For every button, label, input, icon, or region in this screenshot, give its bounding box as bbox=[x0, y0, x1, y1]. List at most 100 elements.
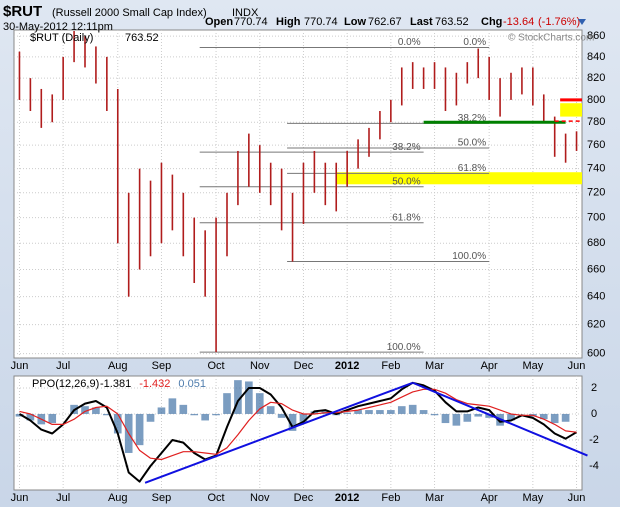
x-tick-label: 2012 bbox=[335, 360, 359, 372]
histogram-bar bbox=[266, 406, 275, 414]
histogram-bar bbox=[255, 393, 264, 414]
histogram-bar bbox=[539, 413, 548, 420]
histogram-bar bbox=[26, 413, 35, 421]
histogram-bar bbox=[157, 407, 166, 414]
x-tick-label: Mar bbox=[425, 360, 444, 372]
ppo-panel bbox=[13, 375, 583, 491]
trendline bbox=[144, 381, 414, 484]
y-tick-label: 800 bbox=[587, 94, 605, 106]
histogram-bar bbox=[245, 381, 253, 414]
fib-label: 61.8% bbox=[392, 212, 420, 223]
x-tick-label: Oct bbox=[208, 360, 225, 372]
histogram-bar bbox=[113, 413, 122, 434]
histogram-bar bbox=[397, 406, 406, 414]
histogram-bar bbox=[277, 413, 286, 418]
histogram-bar bbox=[190, 413, 199, 416]
histogram-bar bbox=[168, 398, 177, 414]
histogram-bar bbox=[92, 407, 100, 414]
histogram-bar bbox=[376, 410, 384, 414]
exchange: INDX bbox=[232, 7, 259, 19]
price-panel bbox=[13, 29, 583, 359]
histogram-bar bbox=[343, 412, 351, 414]
x-tick-label: Aug bbox=[108, 492, 128, 504]
histogram-bar bbox=[408, 404, 417, 414]
index-name: (Russell 2000 Small Cap Index) bbox=[52, 7, 207, 19]
fib-label: 0.0% bbox=[463, 37, 486, 48]
dropdown-arrow[interactable] bbox=[578, 19, 586, 25]
trendline bbox=[412, 381, 588, 457]
quote-label: Low bbox=[344, 16, 366, 28]
y-tick-label: 2 bbox=[591, 382, 597, 394]
y-tick-label: 660 bbox=[587, 263, 605, 275]
legend-entry: -1.381 bbox=[100, 378, 131, 390]
x-tick-label: Jul bbox=[56, 360, 70, 372]
y-tick-label: 620 bbox=[587, 319, 605, 331]
histogram-bar bbox=[365, 410, 373, 414]
histogram-bar bbox=[463, 413, 472, 422]
histogram-bar bbox=[103, 413, 111, 416]
quote-label: Open bbox=[205, 16, 233, 28]
histogram-bar bbox=[299, 413, 308, 422]
fib-label: 100.0% bbox=[387, 342, 421, 353]
change-pct: (-1.76%) bbox=[538, 16, 580, 28]
x-tick-label: Apr bbox=[481, 360, 498, 372]
quote-value: 763.52 bbox=[435, 16, 469, 28]
histogram-bar bbox=[223, 393, 231, 414]
fib-label: 50.0% bbox=[458, 138, 486, 149]
histogram-bar bbox=[419, 410, 428, 414]
x-tick-label: 2012 bbox=[335, 492, 359, 504]
x-tick-label: Oct bbox=[208, 492, 225, 504]
x-tick-label: Dec bbox=[294, 360, 314, 372]
y-tick-label: 680 bbox=[587, 237, 605, 249]
x-tick-label: Jul bbox=[56, 492, 70, 504]
histogram-bar bbox=[507, 413, 515, 421]
histogram-bar bbox=[387, 410, 395, 414]
histogram-bar bbox=[234, 380, 242, 414]
histogram-bar bbox=[135, 413, 144, 446]
histogram-bar bbox=[452, 413, 461, 426]
quote-value: 770.74 bbox=[304, 16, 338, 28]
x-tick-label: Feb bbox=[381, 360, 400, 372]
x-tick-label: Feb bbox=[381, 492, 400, 504]
y-tick-label: 840 bbox=[587, 51, 605, 63]
histogram-bar bbox=[15, 413, 24, 417]
histogram-bar bbox=[354, 410, 362, 414]
histogram-bar bbox=[485, 413, 493, 418]
legend-entry: 0.051 bbox=[178, 378, 206, 390]
highlight-band bbox=[560, 103, 582, 117]
histogram-bar bbox=[430, 413, 439, 416]
y-tick-label: 740 bbox=[587, 163, 605, 175]
histogram-bar bbox=[48, 413, 57, 424]
y-tick-label: 760 bbox=[587, 139, 605, 151]
quote-label: High bbox=[276, 16, 301, 28]
x-tick-label: Jun bbox=[11, 360, 29, 372]
histogram-bar bbox=[212, 413, 220, 416]
x-tick-label: Jun bbox=[11, 492, 29, 504]
price-legend: $RUT (Daily) bbox=[30, 32, 93, 44]
y-tick-label: 780 bbox=[587, 116, 605, 128]
layer: 600 620 640 660 680 700 720 740 760 780 800 820 840 8… bbox=[11, 30, 605, 504]
x-tick-label: Nov bbox=[250, 360, 270, 372]
fib-label: 0.0% bbox=[398, 37, 421, 48]
y-tick-label: 0 bbox=[591, 408, 597, 420]
ppo-line bbox=[18, 381, 578, 483]
y-tick-label: 820 bbox=[587, 72, 605, 84]
x-tick-label: Apr bbox=[481, 492, 498, 504]
x-tick-label: Sep bbox=[152, 360, 172, 372]
x-tick-label: Dec bbox=[294, 492, 314, 504]
x-tick-label: Sep bbox=[152, 492, 172, 504]
x-tick-label: Nov bbox=[250, 492, 270, 504]
histogram-bar bbox=[561, 413, 570, 422]
x-tick-label: Jun bbox=[568, 360, 586, 372]
quote-label: Last bbox=[410, 16, 433, 28]
fib-label: 38.2% bbox=[392, 142, 420, 153]
ppo-line bbox=[19, 388, 577, 461]
x-tick-label: May bbox=[522, 360, 543, 372]
histogram-bar bbox=[81, 406, 89, 414]
histogram-bar bbox=[550, 413, 559, 424]
ppo-legend: PPO(12,26,9) bbox=[32, 378, 99, 390]
y-tick-label: 600 bbox=[587, 347, 605, 359]
x-tick-label: Jun bbox=[568, 492, 586, 504]
highlight-band bbox=[336, 172, 582, 185]
